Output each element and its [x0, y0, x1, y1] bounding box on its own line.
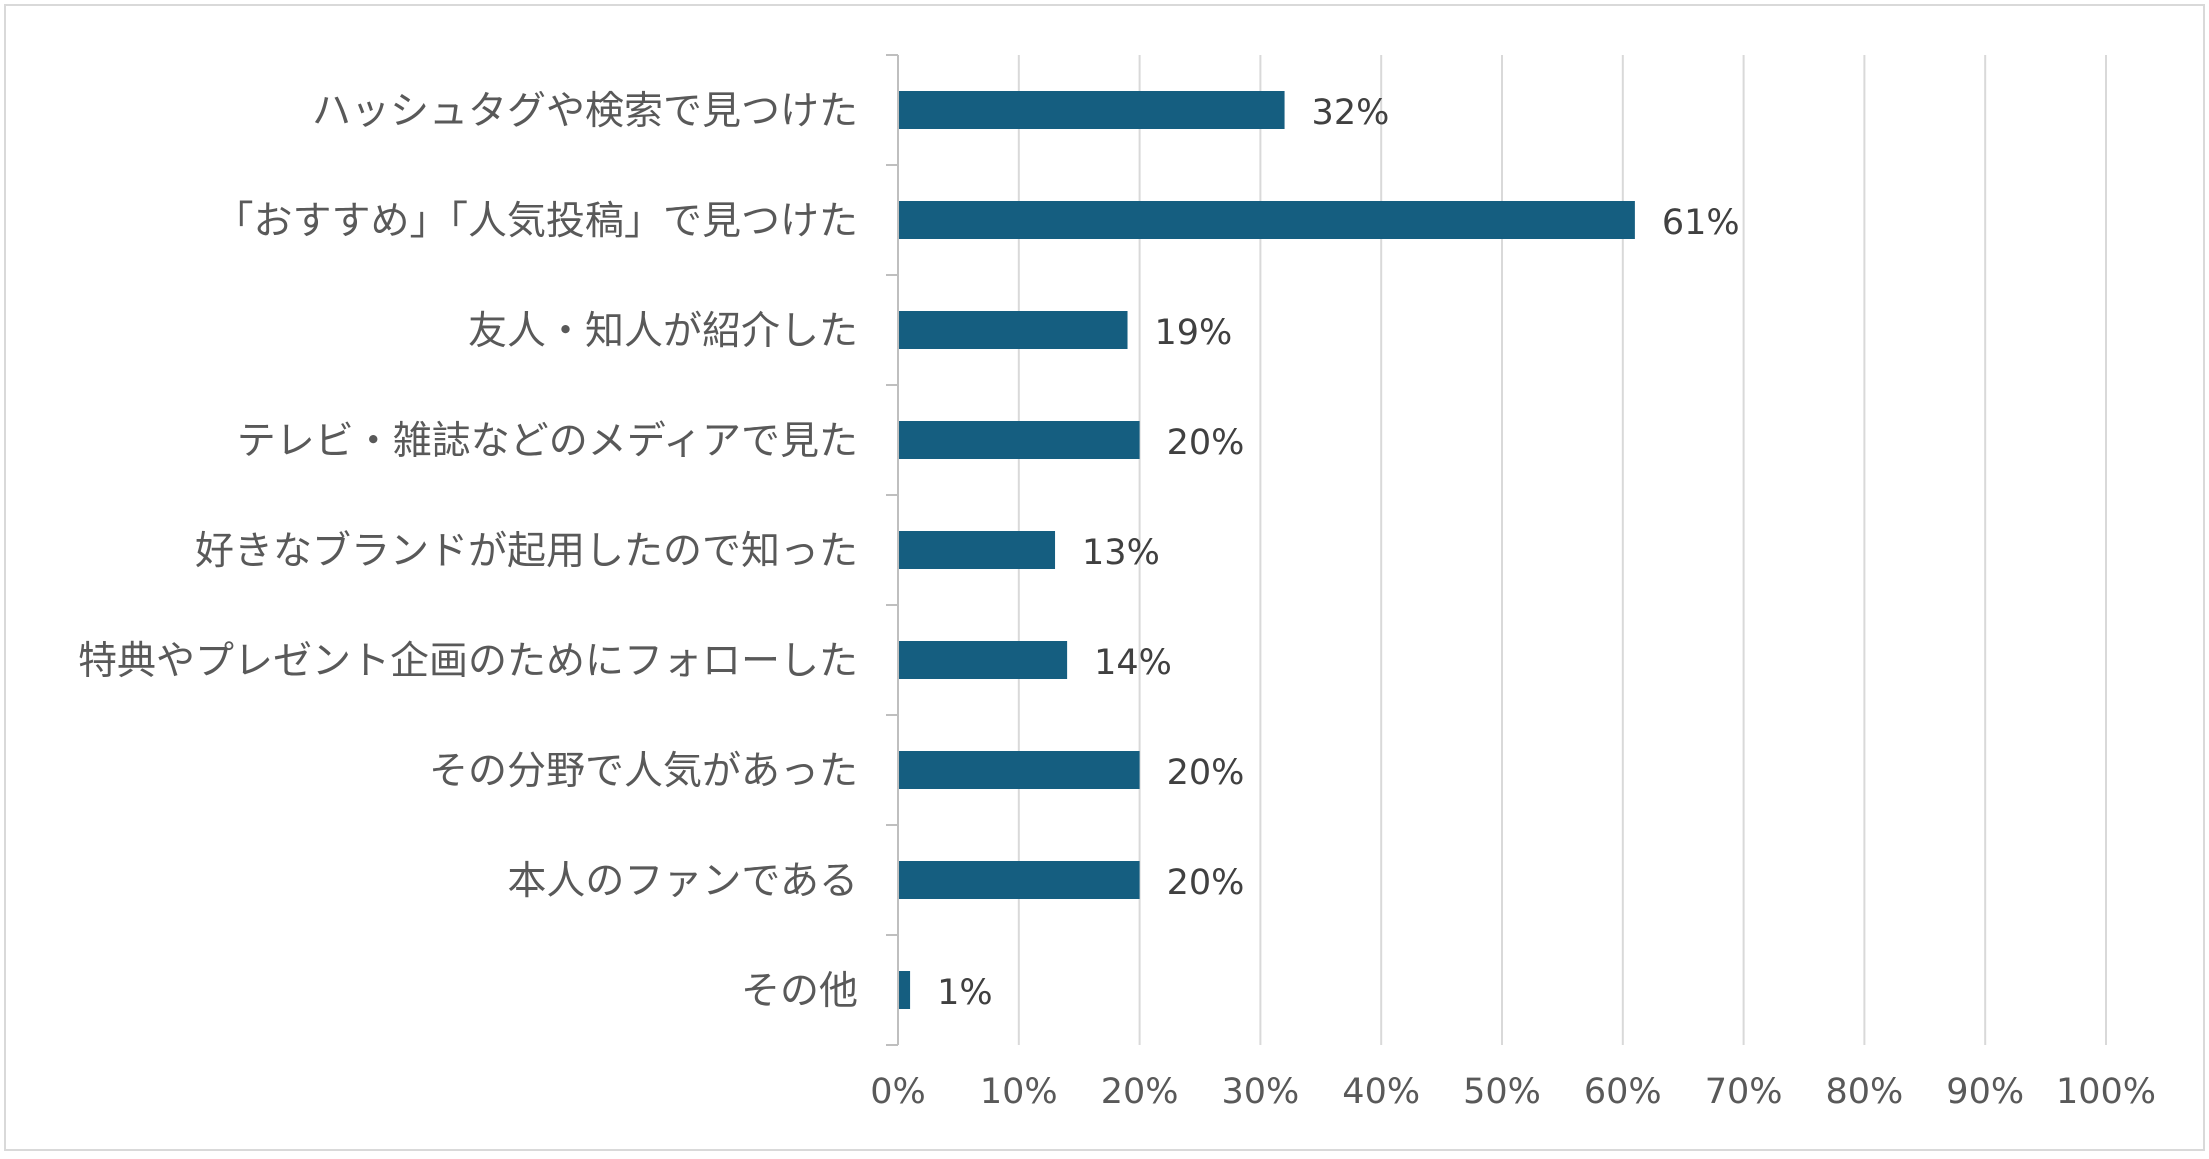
bars: [899, 91, 1635, 1009]
x-tick-label-20: 20%: [1101, 1072, 1179, 1112]
data-label-3: 19%: [1155, 313, 1233, 353]
x-tick-label-40: 40%: [1342, 1072, 1420, 1112]
x-tick-label-30: 30%: [1222, 1072, 1300, 1112]
bar-3: [899, 311, 1128, 349]
category-label-4: テレビ・雑誌などのメディアで見た: [237, 419, 858, 464]
category-label-3: 友人・知人が紹介した: [468, 309, 858, 354]
x-tick-label-60: 60%: [1584, 1072, 1662, 1112]
category-label-5: 好きなブランドが起用したので知った: [195, 529, 858, 574]
category-label-7: その分野で人気があった: [429, 749, 858, 794]
data-label-1: 32%: [1312, 93, 1390, 133]
bar-8: [899, 861, 1140, 899]
data-labels: 32% 61% 19% 20% 13% 14% 20% 20% 1%: [937, 93, 1740, 1013]
bar-1: [899, 91, 1285, 129]
x-tick-label-50: 50%: [1463, 1072, 1541, 1112]
category-label-1: ハッシュタグや検索で見つけた: [312, 89, 858, 134]
chart-border: [4, 4, 2205, 1151]
category-label-2: 「おすすめ」「人気投稿」で見つけた: [214, 199, 858, 244]
data-label-2: 61%: [1662, 203, 1740, 243]
category-label-9: その他: [741, 969, 858, 1014]
data-label-9: 1%: [937, 973, 993, 1013]
bar-6: [899, 641, 1068, 679]
bar-4: [899, 421, 1140, 459]
bar-7: [899, 751, 1140, 789]
category-label-6: 特典やプレゼント企画のためにフォローした: [78, 639, 858, 684]
bar-5: [899, 531, 1056, 569]
bar-9: [899, 971, 911, 1009]
x-tick-label-90: 90%: [1946, 1072, 2024, 1112]
data-label-7: 20%: [1167, 753, 1245, 793]
x-tick-label-80: 80%: [1826, 1072, 1904, 1112]
y-axis: [886, 54, 899, 1046]
data-label-6: 14%: [1094, 643, 1172, 683]
data-label-8: 20%: [1167, 863, 1245, 903]
category-label-8: 本人のファンである: [507, 859, 858, 904]
data-label-5: 13%: [1082, 533, 1160, 573]
x-tick-label-10: 10%: [980, 1072, 1058, 1112]
x-tick-label-70: 70%: [1705, 1072, 1783, 1112]
bar-2: [899, 201, 1635, 239]
x-tick-label-0: 0%: [870, 1072, 926, 1112]
category-labels: ハッシュタグや検索で見つけた「おすすめ」「人気投稿」で見つけた友人・知人が紹介し…: [78, 89, 858, 1014]
x-tick-labels: 0% 10% 20% 30% 40% 50% 60% 70% 80% 90% 100%: [870, 1072, 2156, 1112]
data-label-4: 20%: [1167, 423, 1245, 463]
x-tick-label-100: 100%: [2056, 1072, 2156, 1112]
